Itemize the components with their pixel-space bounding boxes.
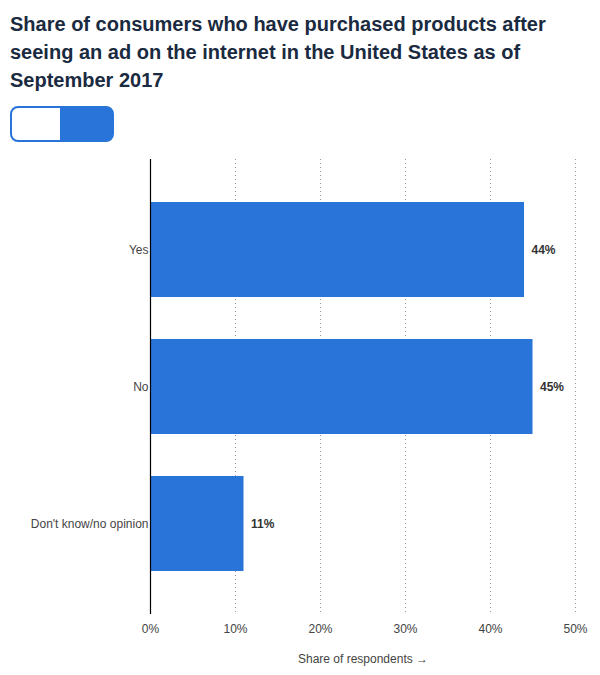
svg-text:30%: 30% — [393, 622, 417, 636]
svg-text:50%: 50% — [563, 622, 587, 636]
svg-text:44%: 44% — [532, 243, 556, 257]
svg-text:10%: 10% — [223, 622, 247, 636]
svg-text:Yes: Yes — [129, 243, 149, 257]
svg-text:Share of respondents →: Share of respondents → — [298, 652, 428, 666]
svg-text:45%: 45% — [540, 380, 564, 394]
html-text:Share of consumers who have pu: Share of consumers who have purchased pr… — [10, 13, 546, 91]
svg-text:Don't know/no opinion: Don't know/no opinion — [31, 517, 149, 531]
svg-text:11%: 11% — [251, 517, 275, 531]
svg-text:0%: 0% — [142, 622, 160, 636]
svg-text:No: No — [133, 380, 149, 394]
svg-text:40%: 40% — [478, 622, 502, 636]
svg-text:20%: 20% — [308, 622, 332, 636]
